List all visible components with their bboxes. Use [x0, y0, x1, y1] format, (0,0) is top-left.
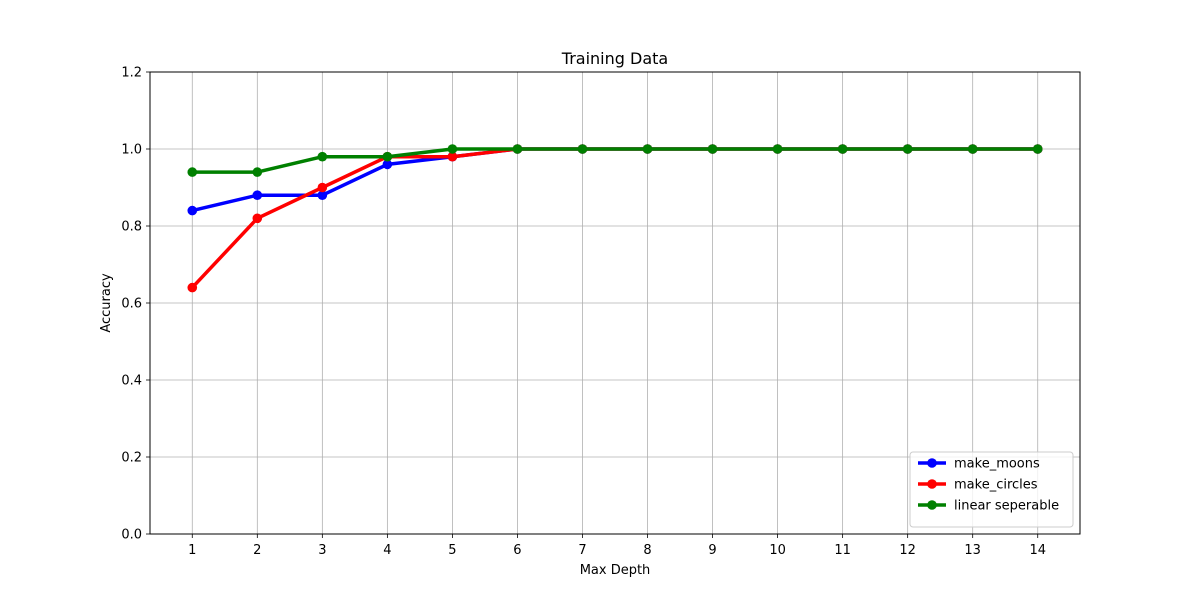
- data-point: [317, 151, 328, 162]
- data-point: [707, 144, 718, 154]
- data-point: [902, 144, 913, 154]
- y-tick-label: 0.2: [121, 451, 142, 466]
- legend-box: [909, 451, 1074, 528]
- legend-marker: [927, 500, 937, 510]
- data-point: [252, 167, 263, 177]
- data-point: [252, 190, 263, 200]
- y-tick-label: 0.6: [121, 297, 142, 312]
- chart-title: Training Data: [561, 49, 668, 68]
- x-tick-label: 9: [708, 543, 716, 558]
- data-point: [187, 167, 198, 177]
- data-point: [382, 151, 393, 162]
- data-point: [382, 159, 393, 170]
- x-tick-label: 14: [1029, 543, 1046, 558]
- data-point: [1032, 144, 1043, 154]
- data-point: [317, 182, 328, 193]
- x-tick-label: 12: [899, 543, 916, 558]
- y-axis-label: Accuracy: [99, 273, 114, 333]
- data-point: [252, 213, 263, 224]
- series-make-circles: [187, 144, 1043, 293]
- series-linear-seperable: [187, 144, 1043, 177]
- x-tick-label: 8: [643, 543, 651, 558]
- data-point: [187, 282, 198, 293]
- data-point: [447, 144, 458, 154]
- series-line: [190, 147, 1040, 174]
- tick-layer: 1 2 3 4 5 6 7 8 9 10 11 12 13 140.00.20.40.60.81.01.2: [121, 66, 1046, 559]
- data-point: [447, 151, 458, 162]
- legend-entry: make_circles: [918, 478, 1038, 493]
- x-tick-label: 1: [188, 543, 196, 558]
- legend-marker: [927, 458, 937, 468]
- legend-entry: make_moons: [918, 457, 1040, 472]
- x-tick-label: 3: [318, 543, 326, 558]
- data-point: [967, 144, 978, 154]
- data-point: [317, 190, 328, 200]
- x-axis-label: Max Depth: [580, 563, 651, 578]
- x-tick-label: 7: [578, 543, 586, 558]
- data-point: [512, 144, 523, 154]
- data-point: [187, 205, 198, 216]
- series-line: [190, 147, 1040, 290]
- y-tick-label: 0.0: [121, 528, 142, 543]
- y-tick-label: 1.0: [121, 143, 142, 158]
- x-tick-label: 10: [769, 543, 786, 558]
- legend-label: make_circles: [954, 478, 1038, 493]
- y-tick-label: 0.8: [121, 220, 142, 235]
- legend-label: make_moons: [954, 457, 1040, 472]
- series-make-moons: [187, 144, 1043, 216]
- x-tick-label: 4: [383, 543, 391, 558]
- x-tick-label: 13: [964, 543, 981, 558]
- series-layer: [187, 144, 1043, 293]
- legend-label: linear seperable: [954, 499, 1059, 514]
- data-point: [577, 144, 588, 154]
- y-tick-label: 1.2: [121, 66, 142, 81]
- legend-marker: [927, 479, 937, 489]
- x-tick-label: 6: [513, 543, 521, 558]
- data-point: [642, 144, 653, 154]
- y-tick-label: 0.4: [121, 374, 142, 389]
- x-tick-label: 2: [253, 543, 261, 558]
- legend-entry: linear seperable: [918, 499, 1059, 514]
- data-point: [837, 144, 848, 154]
- x-tick-label: 5: [448, 543, 456, 558]
- data-point: [772, 144, 783, 154]
- x-tick-label: 11: [834, 543, 851, 558]
